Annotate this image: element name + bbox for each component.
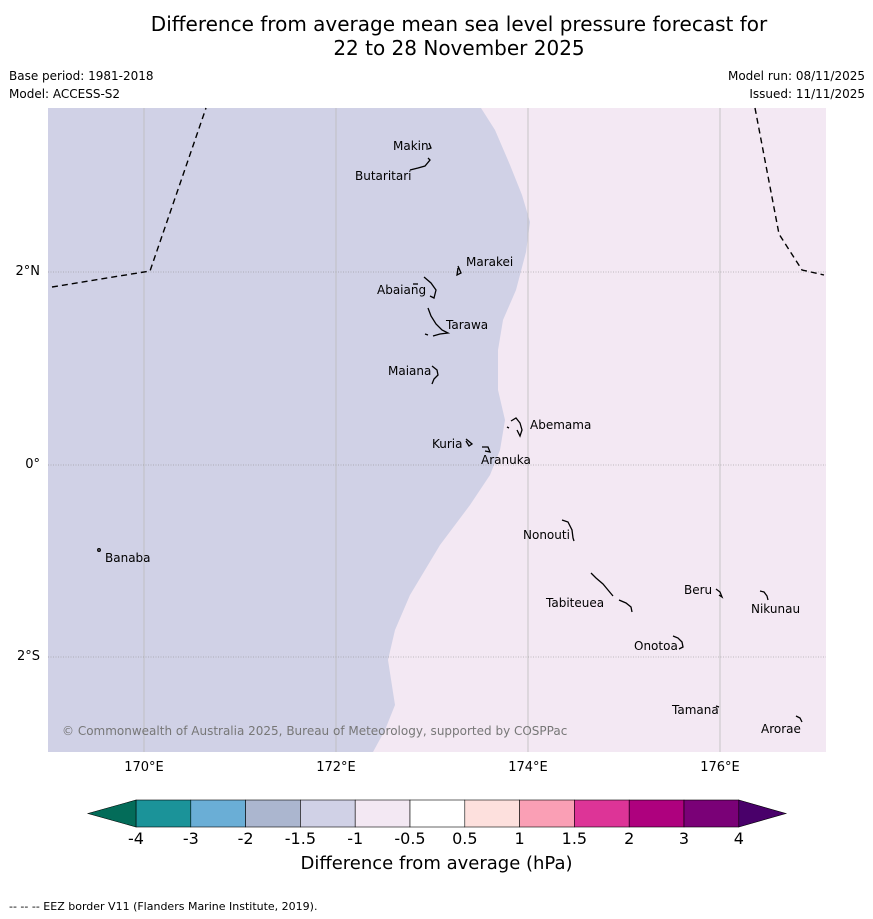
colorbar-tick-label: -1 (347, 829, 364, 848)
model-run: Model run: 08/11/2025 (727, 69, 865, 83)
map-title: Difference from average mean sea level p… (0, 12, 873, 60)
colorbar-bin (574, 799, 630, 828)
island-marakei (456, 265, 462, 277)
island-abemama-2 (506, 426, 510, 429)
colorbar-tick-label: -0.5 (394, 829, 426, 848)
island-abaiang (423, 276, 437, 299)
island-tarawa (427, 307, 451, 337)
place-label-marakei: Marakei (466, 255, 514, 269)
colorbar-bin (409, 799, 466, 828)
island-tabiteuea-2 (618, 599, 633, 613)
lat-label-2s: 2°S (16, 649, 40, 664)
place-label-onotoa: Onotoa (634, 639, 678, 653)
island-kuria (465, 438, 474, 447)
island-tabiteuea (590, 572, 614, 597)
place-label-nikunau: Nikunau (751, 602, 801, 616)
model-name: Model: ACCESS-S2 (9, 87, 121, 101)
island-beru (715, 588, 724, 599)
colorbar (86, 799, 788, 828)
colorbar-bin (354, 799, 411, 828)
meta-right: Model run: 08/11/2025 Issued: 11/11/2025 (728, 69, 865, 105)
island-tarawa-2 (424, 333, 429, 336)
colorbar-bin (135, 799, 192, 828)
colorbar-tick-label: -3 (182, 829, 199, 848)
colorbar-tick-label: 1 (514, 829, 525, 848)
eez-borders (51, 107, 825, 288)
island-outlines (97, 142, 803, 723)
lon-label-176e: 176°E (700, 760, 740, 775)
place-label-tamana: Tamana (672, 703, 719, 717)
colorbar-tick-label: -1.5 (284, 829, 316, 848)
lat-label-2n: 2°N (15, 264, 41, 279)
base-period: Base period: 1981-2018 (9, 69, 154, 83)
grid-lines (143, 108, 721, 752)
copyright-notice: © Commonwealth of Australia 2025, Bureau… (62, 724, 568, 738)
issued-date: Issued: 11/11/2025 (749, 87, 865, 101)
colorbar-bin (464, 799, 520, 828)
colorbar-bin (190, 799, 246, 828)
island-makin (427, 142, 432, 150)
place-label-abemama: Abemama (530, 418, 592, 432)
island-banaba (97, 548, 101, 552)
colorbar-tick-label: 4 (733, 829, 744, 848)
title-line-1: Difference from average mean sea level p… (150, 12, 768, 36)
colorbar-tick-label: 3 (678, 829, 690, 848)
colorbar-bin (245, 799, 301, 828)
island-butaritari (409, 157, 431, 171)
place-label-tabiteuea: Tabiteuea (546, 596, 605, 610)
place-label-aranuka: Aranuka (481, 453, 531, 467)
colorbar-bin (300, 799, 356, 828)
colorbar-label: Difference from average (hPa) (300, 853, 573, 874)
island-onotoa (672, 635, 684, 650)
colorbar-tick-label: -2 (237, 829, 254, 848)
island-tamana (715, 705, 720, 708)
colorbar-tick-label: 0.5 (452, 829, 478, 848)
colorbar-bin (628, 799, 685, 828)
place-label-makin: Makin (393, 139, 429, 153)
island-arorae (795, 715, 803, 723)
anomaly-region-low (48, 108, 530, 752)
place-label-maiana: Maiana (388, 364, 432, 378)
place-label-banaba: Banaba (105, 551, 151, 565)
lon-label-174e: 174°E (508, 760, 548, 775)
place-label-tarawa: Tarawa (446, 318, 489, 332)
colorbar-over-arrow (738, 799, 788, 828)
title-line-2: 22 to 28 November 2025 (333, 36, 585, 60)
island-aranuka (482, 446, 492, 453)
colorbar-tick-label: 2 (624, 829, 635, 848)
place-label-arorae: Arorae (761, 722, 801, 736)
place-label-nonouti: Nonouti (523, 528, 570, 542)
lon-label-172e: 172°E (316, 760, 356, 775)
lat-label-0: 0° (25, 457, 40, 472)
colorbar-bin (519, 799, 575, 828)
island-abemama (510, 417, 523, 438)
island-nikunau (759, 590, 769, 601)
place-label-abaiang: Abaiang (377, 283, 427, 297)
colorbar-tick-label: -4 (128, 829, 144, 848)
footer-note: -- -- -- EEZ border V11 (Flanders Marine… (9, 900, 318, 913)
colorbar-bin (683, 799, 740, 828)
island-nonouti (561, 519, 575, 542)
colorbar-tick-label: 1.5 (561, 829, 588, 848)
lat-grid-lines (48, 271, 826, 658)
meta-left: Base period: 1981-2018 Model: ACCESS-S2 (9, 69, 154, 105)
place-label-kuria: Kuria (432, 437, 463, 451)
place-label-butaritari: Butaritari (355, 169, 412, 183)
colorbar-under-arrow (86, 799, 137, 828)
place-label-beru: Beru (684, 583, 713, 597)
island-maiana (431, 365, 439, 385)
lon-label-170e: 170°E (124, 760, 164, 775)
